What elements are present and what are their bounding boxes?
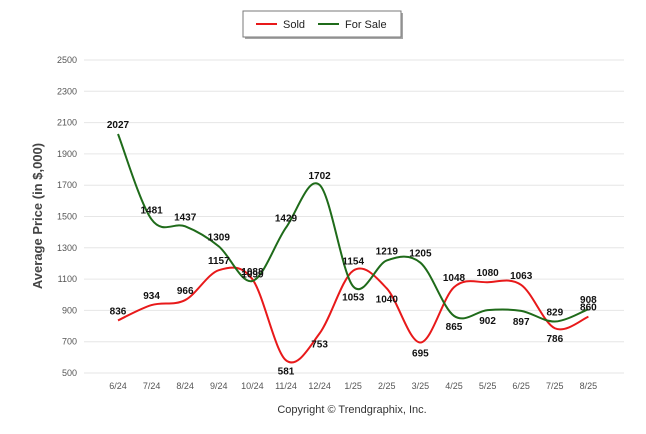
x-tick-label: 9/24: [210, 381, 228, 391]
x-tick-label: 7/24: [143, 381, 161, 391]
x-tick-label: 8/24: [176, 381, 194, 391]
y-tick-label: 2500: [57, 55, 77, 65]
data-labels: 836 934 966 1157 1099 581 753 1154 1040 695 1048 10…: [107, 120, 597, 377]
y-tick-label: 700: [62, 337, 77, 347]
y-tick-label: 1700: [57, 180, 77, 190]
data-label: 1481: [140, 205, 163, 216]
data-label: 1154: [342, 257, 364, 268]
x-tick-label: 11/24: [275, 381, 297, 391]
y-tick-label: 500: [62, 368, 77, 378]
y-tick-label: 2300: [57, 86, 77, 96]
data-label: 934: [143, 291, 160, 302]
data-label: 1048: [443, 273, 466, 284]
series-lines: [117, 133, 589, 364]
y-tick-label: 1900: [57, 149, 77, 159]
legend[interactable]: Sold For Sale: [242, 10, 403, 39]
y-tick-label: 1500: [57, 212, 77, 222]
x-tick-label: 2/25: [378, 381, 396, 391]
x-axis: 6/24 7/24 8/24 9/24 10/24 11/24 12/24 1/25 2/25 3…: [109, 381, 597, 391]
data-label: 966: [177, 286, 194, 297]
y-tick-label: 1100: [58, 274, 77, 284]
data-label: 1309: [208, 232, 231, 243]
grid: [84, 59, 624, 374]
series-line-sold: [117, 266, 589, 364]
data-label: 695: [412, 348, 429, 359]
data-label: 829: [546, 308, 563, 319]
data-label: 2027: [107, 120, 130, 131]
y-axis: 500 700 900 1100 1300 1500 1700 1900 2100 2300 250…: [57, 55, 77, 378]
x-tick-label: 8/25: [580, 381, 598, 391]
data-label: 1080: [476, 268, 499, 279]
data-label: 1157: [208, 256, 230, 267]
x-tick-label: 6/24: [109, 381, 127, 391]
data-label: 1702: [308, 171, 331, 182]
data-label: 1053: [342, 292, 365, 303]
data-label: 1040: [376, 294, 399, 305]
x-tick-label: 6/25: [512, 381, 530, 391]
data-label: 865: [446, 322, 463, 333]
legend-label-sold: Sold: [283, 19, 305, 31]
y-tick-label: 2100: [57, 118, 77, 128]
copyright-footer: Copyright © Trendgraphix, Inc.: [277, 404, 426, 416]
data-label: 786: [546, 334, 563, 345]
data-label: 1437: [174, 212, 197, 223]
x-tick-label: 5/25: [479, 381, 497, 391]
data-label: 1088: [241, 267, 264, 278]
x-tick-label: 7/25: [546, 381, 564, 391]
data-label: 902: [479, 316, 496, 327]
data-label: 1099: [241, 269, 264, 280]
data-label: 753: [311, 339, 328, 350]
x-tick-label: 3/25: [412, 381, 430, 391]
legend-label-for-sale: For Sale: [345, 19, 387, 31]
data-label: 1063: [510, 271, 533, 282]
data-label: 836: [110, 306, 127, 317]
x-tick-label: 4/25: [445, 381, 463, 391]
x-tick-label: 10/24: [241, 381, 264, 391]
x-tick-label: 1/25: [344, 381, 362, 391]
data-label: 908: [580, 295, 597, 306]
x-tick-label: 12/24: [308, 381, 331, 391]
data-label: 581: [278, 366, 295, 377]
y-axis-label: Average Price (in $,000): [30, 143, 45, 289]
data-label: 1219: [376, 246, 399, 257]
data-label: 897: [513, 317, 530, 328]
y-tick-label: 900: [62, 305, 77, 315]
data-label: 1429: [275, 214, 298, 225]
data-label: 860: [580, 303, 597, 314]
y-tick-label: 1300: [57, 243, 77, 253]
data-label: 1205: [409, 249, 432, 260]
series-line-for-sale: [117, 133, 589, 323]
